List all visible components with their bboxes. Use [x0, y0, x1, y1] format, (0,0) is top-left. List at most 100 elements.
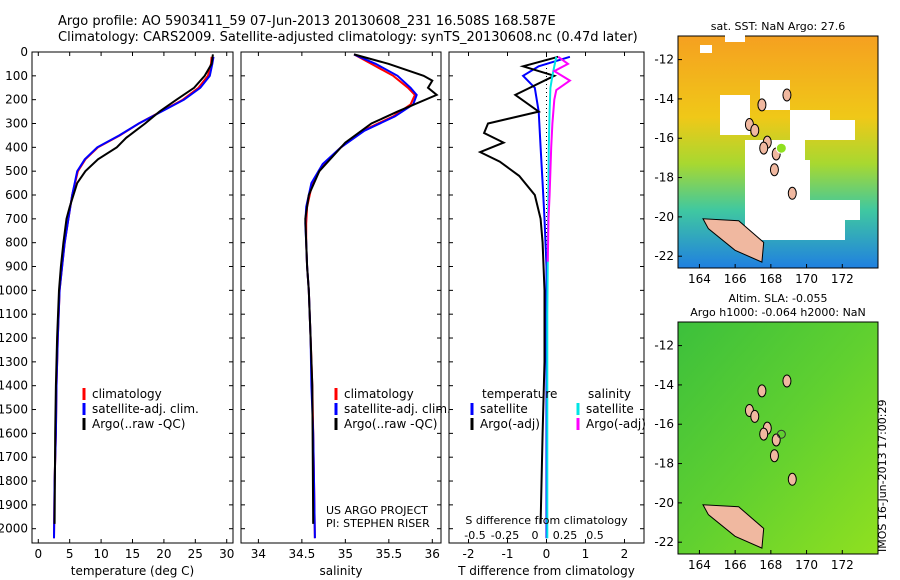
- legend-label: climatology: [92, 387, 162, 401]
- y-tick-label: 1300: [0, 355, 28, 369]
- map-title: Altim. SLA: -0.055: [728, 292, 827, 305]
- map-title: Argo h1000: -0.064 h2000: NaN: [690, 306, 866, 319]
- island-vanuatu: [757, 384, 767, 398]
- series-line-3: [546, 55, 572, 262]
- x-tick-label: 34.5: [289, 547, 316, 561]
- y-tick-label: 1600: [0, 426, 28, 440]
- title-line-2: Climatology: CARS2009. Satellite-adjuste…: [58, 30, 638, 45]
- map-x-tick-label: 172: [831, 272, 854, 286]
- map-x-tick-label: 166: [724, 558, 747, 572]
- x-tick-label: 15: [125, 547, 140, 561]
- map-y-tick-label: -12: [654, 53, 674, 67]
- x-tick-label: -1: [502, 547, 514, 561]
- nan-patch: [790, 110, 830, 140]
- x-axis-label: temperature (deg C): [71, 564, 194, 578]
- island-vanuatu: [750, 409, 760, 423]
- map-x-tick-label: 164: [688, 272, 711, 286]
- island-vanuatu: [787, 186, 797, 200]
- plot-frame: [31, 51, 234, 544]
- map-x-tick-label: 168: [759, 272, 782, 286]
- sst-map: 164 166 168 170 172 -12 -14 -16 -18 -20 -22 sat. SS…: [654, 20, 879, 286]
- y-tick-label: 200: [5, 93, 28, 107]
- x-axis-label: salinity: [319, 564, 362, 578]
- legend-label: satellite-adj. clim.: [92, 402, 199, 416]
- x-tick-label: 0: [543, 547, 551, 561]
- x-axis-label: T difference from climatology: [457, 564, 635, 578]
- map-y-tick-label: -18: [654, 457, 674, 471]
- chart-panel-temperature: 0 5 10 15 20 25 300100200300400500600700800900…: [0, 45, 234, 578]
- x-tick-label-top: -0.5: [464, 529, 485, 542]
- map-y-tick-label: -18: [654, 171, 674, 185]
- x-tick-label: 35.5: [375, 547, 402, 561]
- legend-label: Argo(..raw -QC): [92, 417, 185, 431]
- island-vanuatu: [782, 374, 792, 388]
- map-y-tick-label: -20: [654, 210, 674, 224]
- x-tick-label: -2: [463, 547, 475, 561]
- map-y-tick-label: -14: [654, 92, 674, 106]
- island-vanuatu: [759, 427, 769, 441]
- legend-label: satellite: [480, 402, 528, 416]
- island-vanuatu: [787, 472, 797, 486]
- legend-label: Argo(..raw -QC): [344, 417, 437, 431]
- plot-frame: [240, 51, 442, 544]
- y-tick-label: 400: [5, 140, 28, 154]
- x-axis-label-top: S difference from climatology: [465, 514, 628, 527]
- y-tick-label: 700: [5, 212, 28, 226]
- x-tick-label-top: 0: [532, 529, 539, 542]
- x-tick-label: 0: [34, 547, 42, 561]
- legend-label: climatology: [344, 387, 414, 401]
- y-tick-label: 100: [5, 69, 28, 83]
- map-x-tick-label: 168: [759, 558, 782, 572]
- x-tick-label: 10: [93, 547, 108, 561]
- x-tick-label: 20: [156, 547, 171, 561]
- x-tick-label: 35: [338, 547, 353, 561]
- x-tick-label-top: 0.5: [586, 529, 604, 542]
- y-tick-label: 1200: [0, 331, 28, 345]
- y-tick-label: 0: [20, 45, 28, 59]
- y-tick-label: 500: [5, 164, 28, 178]
- nan-patch: [725, 30, 745, 42]
- x-tick-label: 5: [66, 547, 74, 561]
- island-vanuatu: [750, 123, 760, 137]
- island-vanuatu: [769, 163, 779, 177]
- y-tick-label: 900: [5, 260, 28, 274]
- island-vanuatu: [782, 88, 792, 102]
- map-x-tick-label: 172: [831, 558, 854, 572]
- y-tick-label: 1000: [0, 283, 28, 297]
- side-label: IMOS 16-Jun-2013 17:00:29: [876, 399, 889, 552]
- y-tick-label: 300: [5, 117, 28, 131]
- nan-patch: [720, 95, 750, 135]
- series-line-2: [53, 54, 214, 524]
- argo-position-marker: [775, 142, 787, 154]
- legend-label: satellite-adj. clim.: [344, 402, 451, 416]
- map-y-tick-label: -16: [654, 131, 674, 145]
- x-tick-label: 34: [251, 547, 266, 561]
- y-tick-label: 800: [5, 236, 28, 250]
- map-x-tick-label: 170: [795, 558, 818, 572]
- y-tick-label: 1700: [0, 450, 28, 464]
- chart-panel-difference: -2 -1 0 1 2 T difference from climatology temp…: [448, 51, 646, 578]
- y-tick-label: 1800: [0, 474, 28, 488]
- y-tick-label: 1900: [0, 498, 28, 512]
- series-line-2: [304, 53, 439, 524]
- map-x-tick-label: 166: [724, 272, 747, 286]
- chart-panel-salinity: 34 34.5 35 35.5 36 salinity climatologysatelli…: [240, 51, 451, 578]
- y-tick-label: 1400: [0, 379, 28, 393]
- map-y-tick-label: -22: [654, 249, 674, 263]
- island-vanuatu: [757, 98, 767, 112]
- annotation: US ARGO PROJECT: [326, 504, 428, 517]
- map-y-tick-label: -16: [654, 417, 674, 431]
- island-vanuatu: [759, 141, 769, 155]
- legend-label: satellite: [586, 402, 634, 416]
- x-tick-label-top: -0.25: [491, 529, 519, 542]
- annotation: PI: STEPHEN RISER: [326, 517, 430, 530]
- legend-label: Argo(-adj): [480, 417, 540, 431]
- map-x-tick-label: 164: [688, 558, 711, 572]
- map-y-tick-label: -14: [654, 378, 674, 392]
- y-tick-label: 2000: [0, 522, 28, 536]
- island-vanuatu: [769, 449, 779, 463]
- nan-patch: [830, 120, 855, 140]
- x-tick-label: 25: [188, 547, 203, 561]
- legend-group-title: temperature: [482, 387, 557, 401]
